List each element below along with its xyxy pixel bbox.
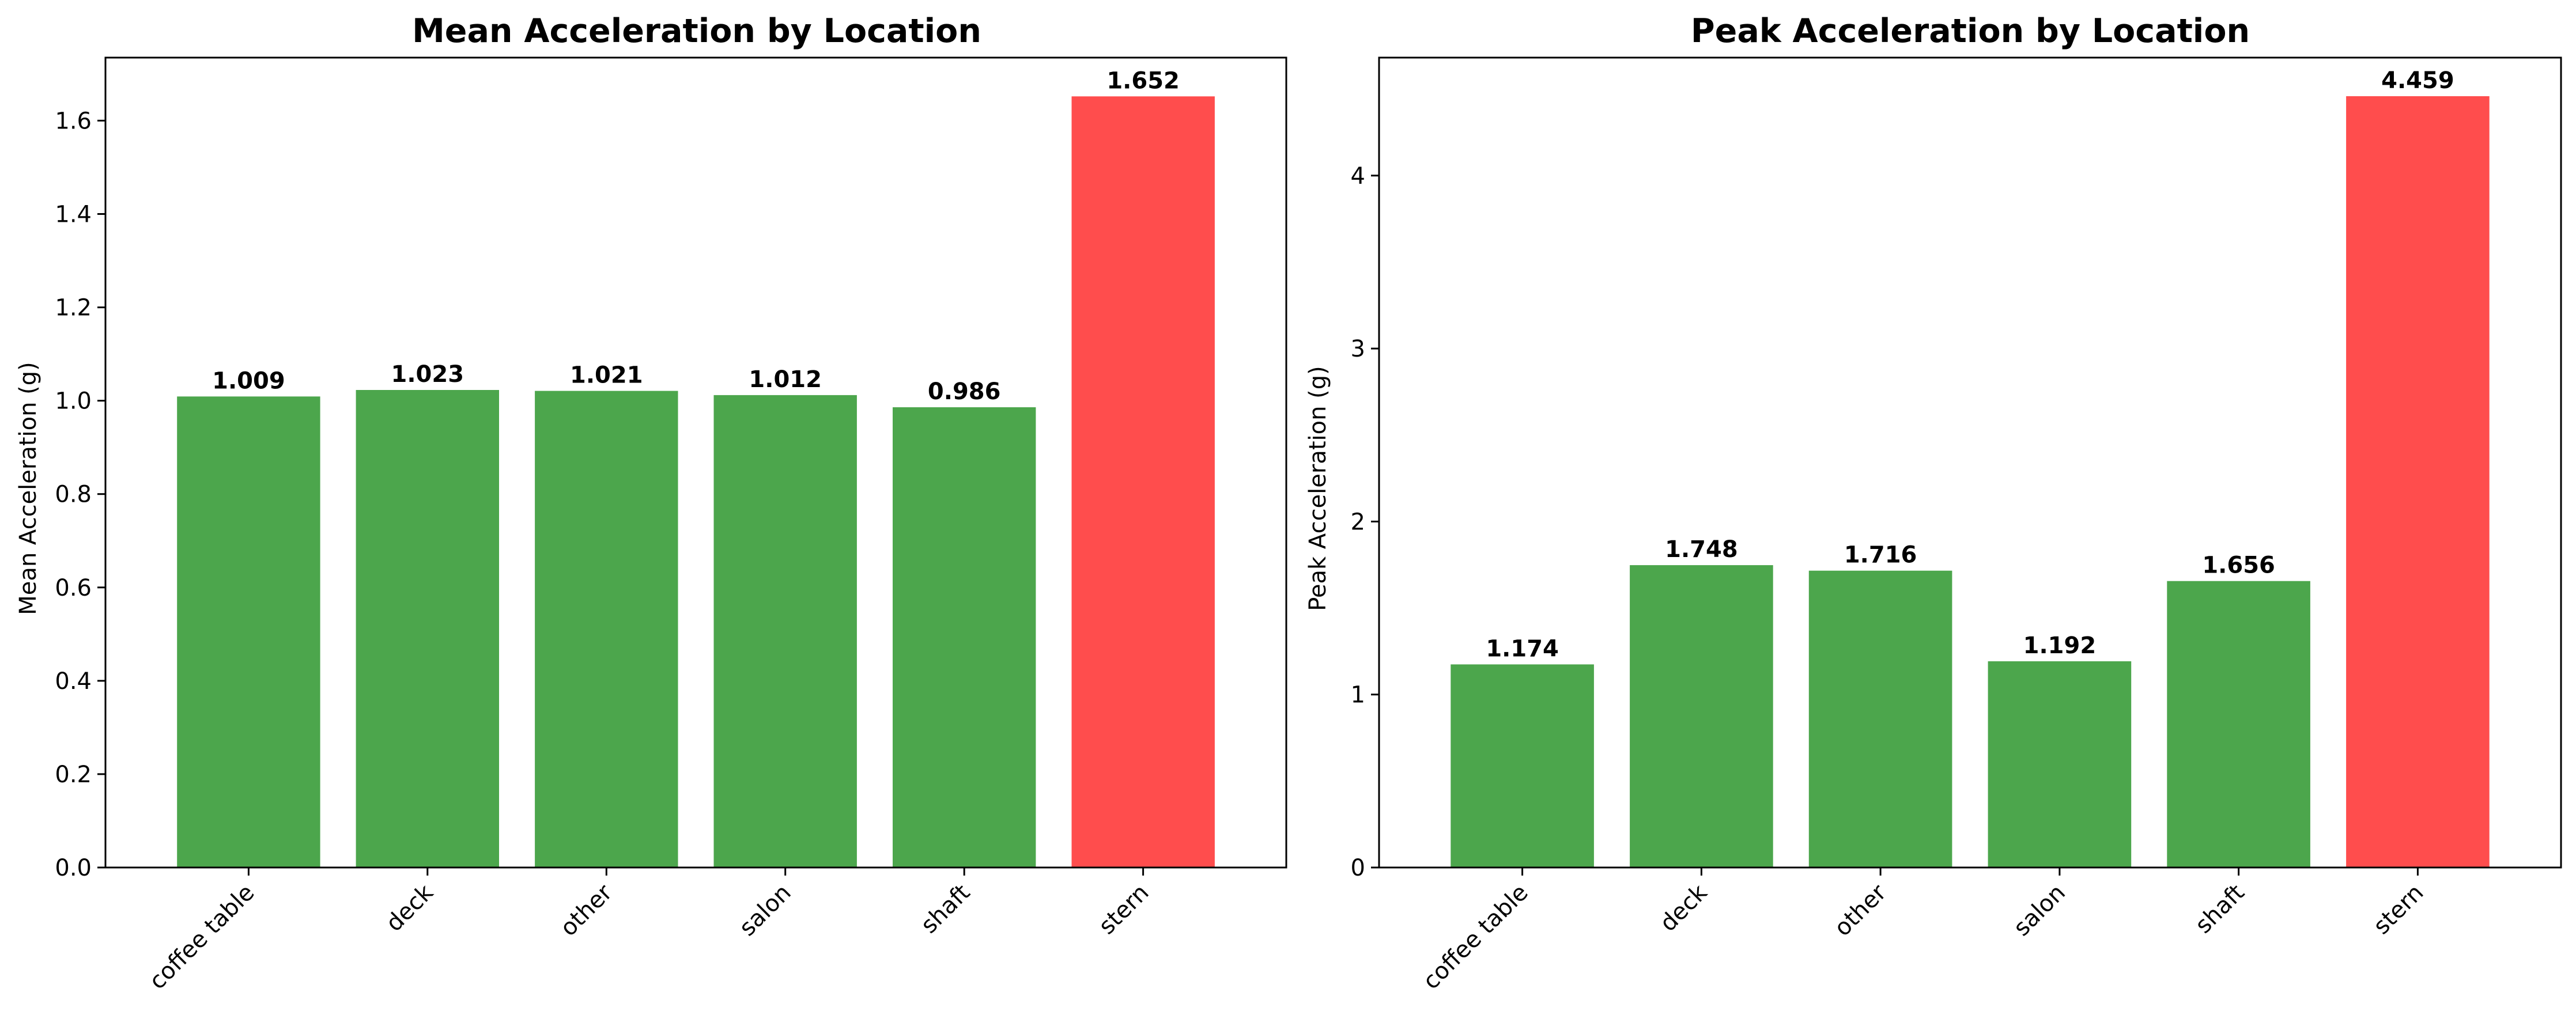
y-tick-label: 0: [1351, 855, 1365, 881]
bar-value-label: 1.748: [1665, 536, 1738, 563]
y-tick-label: 1.0: [55, 388, 92, 415]
bar-value-label: 0.986: [928, 378, 1001, 405]
y-tick-label: 0.8: [55, 482, 92, 508]
bar-value-label: 1.021: [570, 362, 643, 389]
bar-coffee-table: [1451, 664, 1594, 868]
bar-value-label: 1.716: [1844, 542, 1917, 569]
bar-value-label: 4.459: [2381, 67, 2454, 94]
y-tick-label: 0.0: [55, 855, 92, 881]
y-tick-label: 2: [1351, 509, 1365, 535]
bar-deck: [1630, 565, 1773, 868]
y-tick-label: 1.4: [55, 202, 92, 228]
bar-other: [1808, 570, 1952, 868]
y-tick-label: 4: [1351, 163, 1365, 190]
y-tick-label: 0.6: [55, 575, 92, 601]
chart-title: Mean Acceleration by Location: [412, 12, 981, 50]
bar-coffee-table: [177, 396, 320, 868]
y-tick-label: 0.4: [55, 668, 92, 695]
bar-shaft: [2167, 581, 2310, 868]
y-tick-label: 1.6: [55, 108, 92, 134]
bar-stern: [2346, 96, 2490, 868]
bar-value-label: 1.009: [212, 368, 285, 394]
bar-salon: [1988, 661, 2132, 868]
bar-other: [535, 391, 678, 868]
bar-value-label: 1.012: [749, 366, 822, 393]
chart-peak-acceleration: Peak Acceleration by Location Peak Accel…: [1305, 12, 2562, 995]
y-tick-label: 1.2: [55, 295, 92, 321]
bar-shaft: [893, 407, 1036, 868]
bar-stern: [1071, 96, 1215, 868]
bar-salon: [713, 395, 857, 868]
bar-value-label: 1.023: [391, 361, 464, 388]
axes-frame: [1378, 56, 2562, 869]
bar-value-label: 1.192: [2023, 632, 2097, 659]
bar-value-label: 1.656: [2202, 552, 2275, 579]
bar-value-label: 1.174: [1486, 635, 1559, 662]
y-tick-label: 1: [1351, 682, 1365, 709]
bar-value-label: 1.652: [1106, 67, 1180, 94]
y-tick-label: 3: [1351, 336, 1365, 362]
axes-frame: [104, 56, 1287, 869]
y-tick-label: 0.2: [55, 762, 92, 788]
y-axis-label: Peak Acceleration (g): [1305, 366, 1331, 611]
y-axis-label: Mean Acceleration (g): [15, 362, 41, 615]
chart-title: Peak Acceleration by Location: [1691, 12, 2250, 50]
bar-deck: [356, 390, 499, 868]
